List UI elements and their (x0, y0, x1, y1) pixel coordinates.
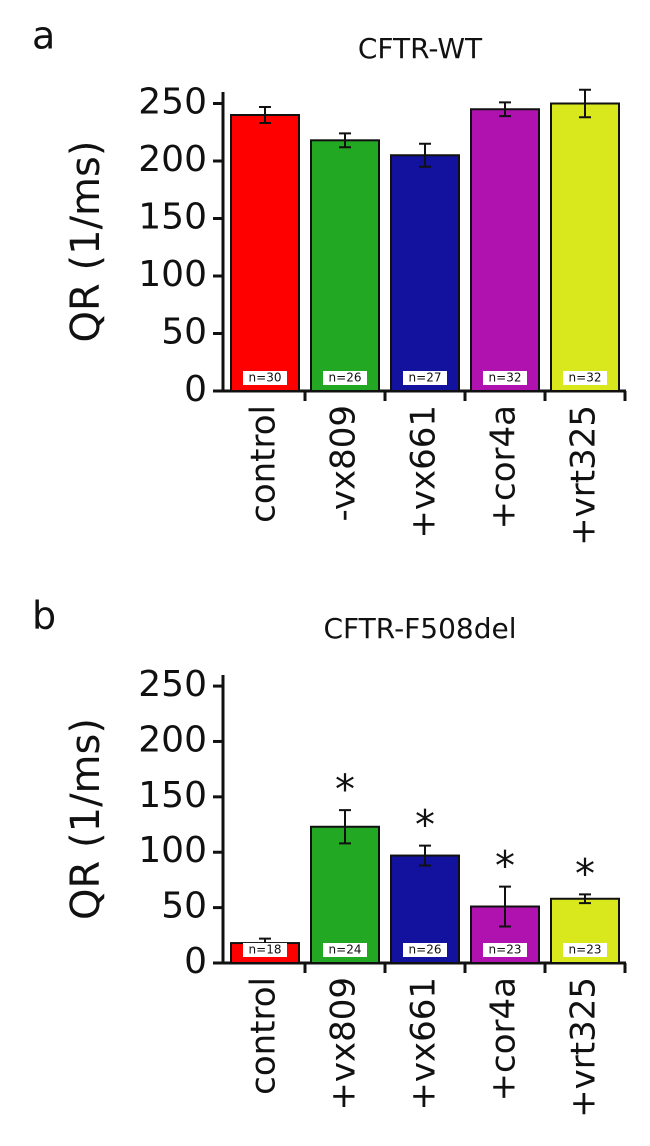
error-bar (499, 885, 511, 928)
n-label-box (563, 943, 607, 957)
n-label-box (403, 371, 447, 385)
n-label: n=30 (249, 371, 282, 385)
n-label: n=23 (569, 943, 602, 957)
bar (310, 825, 380, 964)
x-tick-label: control (244, 405, 284, 523)
n-label: n=27 (409, 371, 442, 385)
y-tick-label: 200 (138, 719, 207, 760)
n-label: n=18 (249, 943, 282, 957)
x-tick-label: +vx809 (324, 977, 364, 1111)
bar (550, 102, 620, 392)
y-tick-label: 0 (184, 941, 207, 982)
y-axis-label: QR (1/ms) (63, 141, 109, 343)
x-tick-label: +cor4a (484, 405, 524, 529)
error-bar (339, 132, 351, 149)
y-axis-label: QR (1/ms) (63, 718, 109, 920)
y-tick-label: 150 (138, 775, 207, 816)
x-tick-label: -vx809 (324, 405, 364, 522)
n-label-box (323, 943, 367, 957)
significance-marker: * (415, 803, 435, 849)
significance-marker: * (335, 767, 355, 813)
x-tick-label: +vx661 (404, 977, 444, 1111)
x-tick-label: +vx661 (404, 405, 444, 539)
error-bar (419, 142, 431, 168)
n-label-box (243, 371, 287, 385)
error-bar (499, 101, 511, 118)
y-tick-label: 200 (138, 139, 207, 180)
y-tick-label: 100 (138, 254, 207, 295)
y-tick-label: 0 (184, 369, 207, 410)
error-bar (579, 88, 591, 119)
n-label: n=32 (489, 371, 522, 385)
x-tick-label: +vrt325 (564, 405, 604, 546)
n-label: n=23 (489, 943, 522, 957)
n-label-box (323, 371, 367, 385)
bar (310, 139, 380, 392)
error-bar (579, 893, 591, 905)
n-label: n=26 (409, 943, 442, 957)
chart-title: CFTR-F508del (323, 612, 516, 645)
bar (390, 154, 460, 392)
y-tick-label: 100 (138, 830, 207, 871)
y-tick-label: 50 (161, 312, 207, 353)
x-tick-label: +cor4a (484, 977, 524, 1101)
n-label-box (403, 943, 447, 957)
chart-title: CFTR-WT (358, 32, 483, 65)
error-bar (419, 844, 431, 867)
x-tick-label: +vrt325 (564, 977, 604, 1118)
y-tick-label: 250 (138, 664, 207, 705)
bar (230, 114, 300, 392)
significance-marker: * (495, 844, 515, 890)
n-label: n=26 (329, 371, 362, 385)
n-label-box (243, 943, 287, 957)
n-label-box (483, 371, 527, 385)
error-bar (259, 105, 271, 125)
x-tick-label: control (244, 977, 284, 1095)
n-label-box (483, 943, 527, 957)
bar (470, 108, 540, 392)
significance-marker: * (575, 851, 595, 897)
y-tick-label: 150 (138, 197, 207, 238)
y-tick-label: 250 (138, 82, 207, 123)
y-tick-label: 50 (161, 886, 207, 927)
panel-letter: b (32, 594, 56, 638)
panel-letter: a (32, 14, 55, 58)
error-bar (339, 809, 351, 845)
n-label-box (563, 371, 607, 385)
n-label: n=32 (569, 371, 602, 385)
n-label: n=24 (329, 943, 362, 957)
